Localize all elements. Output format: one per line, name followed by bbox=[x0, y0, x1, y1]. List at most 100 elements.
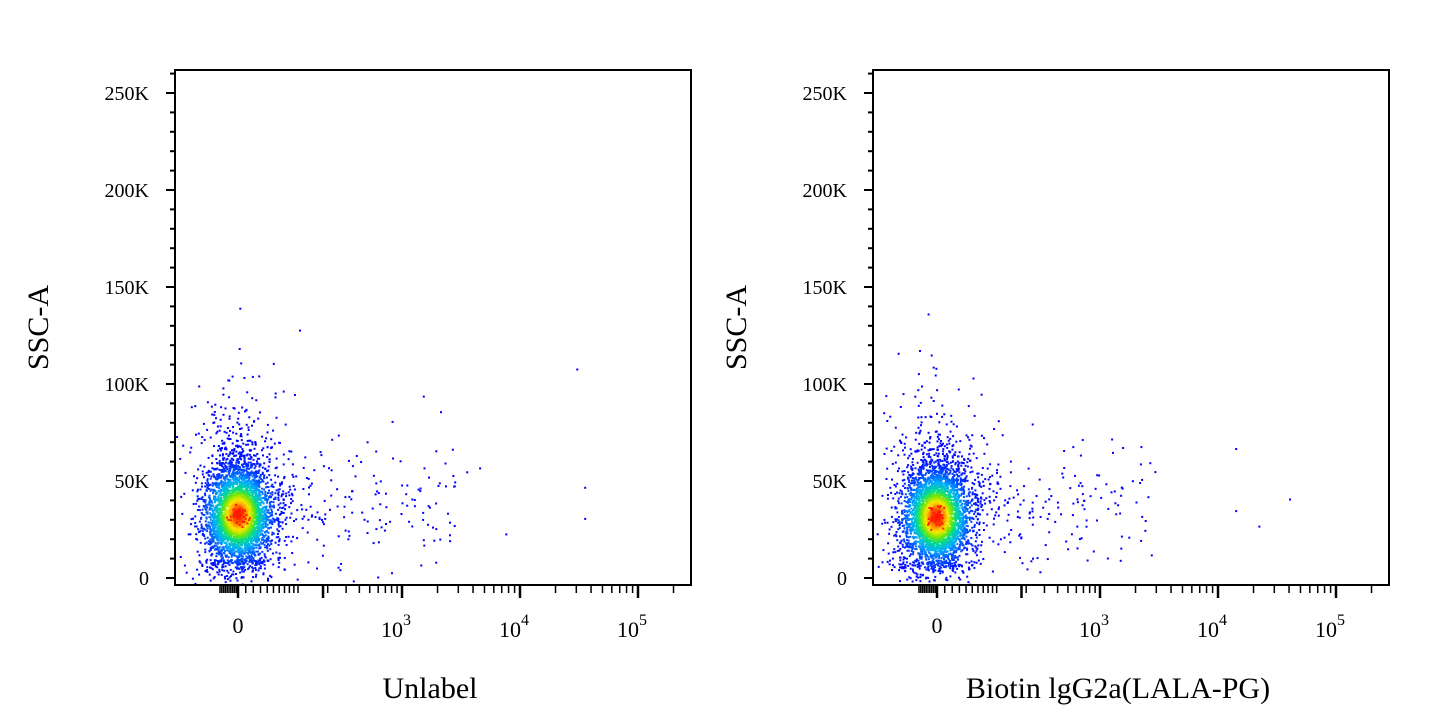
event-dot bbox=[219, 517, 222, 520]
event-dot bbox=[211, 524, 214, 527]
event-dot bbox=[204, 482, 207, 485]
event-dot bbox=[449, 534, 451, 537]
event-dot bbox=[203, 514, 206, 516]
event-dot bbox=[946, 446, 949, 449]
event-dot bbox=[281, 521, 284, 524]
event-dot bbox=[229, 538, 232, 541]
event-dot bbox=[195, 433, 197, 436]
event-dot bbox=[248, 439, 251, 442]
event-dot bbox=[947, 439, 950, 442]
event-dot bbox=[253, 477, 256, 480]
event-dot bbox=[236, 560, 239, 563]
event-dot bbox=[227, 529, 230, 532]
event-dot bbox=[399, 460, 402, 463]
event-dot bbox=[236, 559, 239, 561]
event-dot bbox=[293, 488, 296, 491]
event-dot bbox=[251, 464, 254, 467]
event-dot bbox=[242, 494, 245, 497]
event-dot bbox=[216, 520, 219, 523]
event-dot bbox=[226, 569, 229, 572]
event-dot bbox=[219, 523, 222, 526]
event-dot bbox=[211, 539, 214, 542]
event-dot bbox=[216, 483, 219, 486]
event-dot bbox=[337, 535, 340, 538]
event-dot bbox=[417, 488, 420, 491]
event-dot bbox=[422, 511, 425, 514]
event-dot bbox=[247, 552, 250, 555]
event-dot bbox=[978, 529, 981, 531]
event-dot bbox=[222, 458, 225, 461]
event-dot bbox=[241, 478, 244, 481]
event-dot bbox=[251, 397, 254, 400]
event-dot bbox=[934, 473, 936, 476]
event-dot bbox=[213, 521, 216, 524]
event-dot bbox=[190, 523, 193, 526]
event-dot bbox=[190, 446, 193, 449]
event-dot bbox=[1004, 499, 1007, 502]
event-dot bbox=[267, 579, 269, 582]
event-dot bbox=[206, 484, 209, 486]
event-dot bbox=[261, 517, 264, 520]
event-dot bbox=[419, 490, 422, 493]
event-dot bbox=[243, 558, 246, 561]
event-dot bbox=[281, 507, 284, 510]
event-dot bbox=[238, 541, 241, 544]
event-dot bbox=[255, 479, 258, 482]
event-dot bbox=[445, 485, 447, 488]
event-dot bbox=[252, 543, 255, 546]
event-dot bbox=[248, 511, 250, 514]
event-dot bbox=[209, 504, 212, 507]
event-dot bbox=[200, 523, 203, 526]
event-dot bbox=[218, 568, 221, 571]
event-dot bbox=[220, 559, 223, 562]
event-dot bbox=[251, 515, 254, 518]
event-dot bbox=[192, 517, 195, 520]
event-dot-peak bbox=[244, 517, 247, 520]
event-dot bbox=[251, 560, 254, 563]
event-dot bbox=[236, 526, 239, 529]
event-dot bbox=[227, 535, 230, 538]
event-dot bbox=[903, 442, 906, 445]
event-dot bbox=[268, 474, 271, 477]
event-dot bbox=[250, 558, 253, 561]
event-dot bbox=[942, 550, 945, 553]
event-dot bbox=[243, 542, 246, 544]
event-dot bbox=[197, 528, 200, 531]
event-dot bbox=[214, 505, 217, 508]
event-dot bbox=[218, 468, 221, 471]
event-dot bbox=[224, 554, 227, 557]
event-dot bbox=[220, 496, 223, 499]
event-dot bbox=[262, 534, 264, 537]
event-dot bbox=[940, 440, 942, 442]
event-dot bbox=[235, 523, 238, 526]
event-dot bbox=[241, 562, 244, 565]
event-dot bbox=[240, 554, 243, 557]
event-dot bbox=[237, 411, 240, 414]
event-dot bbox=[307, 477, 310, 480]
event-dot bbox=[964, 531, 967, 534]
event-dot bbox=[249, 529, 252, 532]
event-dot bbox=[243, 566, 246, 569]
event-dot bbox=[336, 505, 339, 508]
event-dot bbox=[216, 522, 219, 525]
event-dot bbox=[253, 535, 256, 538]
event-dot bbox=[322, 523, 325, 526]
event-dot bbox=[906, 523, 909, 526]
event-dot bbox=[942, 453, 944, 455]
event-dot bbox=[283, 475, 286, 478]
event-dot bbox=[254, 536, 257, 539]
event-dot bbox=[216, 511, 219, 514]
event-dot bbox=[240, 558, 243, 561]
event-dot bbox=[258, 465, 261, 468]
event-dot bbox=[934, 460, 937, 463]
event-dot bbox=[233, 531, 236, 534]
outlier-dot bbox=[391, 420, 394, 423]
event-dot bbox=[211, 562, 214, 565]
event-dot bbox=[228, 576, 231, 579]
event-dot bbox=[295, 518, 298, 521]
event-dot bbox=[971, 470, 974, 473]
event-dot bbox=[229, 483, 232, 486]
event-dot bbox=[235, 450, 238, 453]
event-dot bbox=[197, 531, 200, 534]
event-dot bbox=[227, 482, 230, 485]
